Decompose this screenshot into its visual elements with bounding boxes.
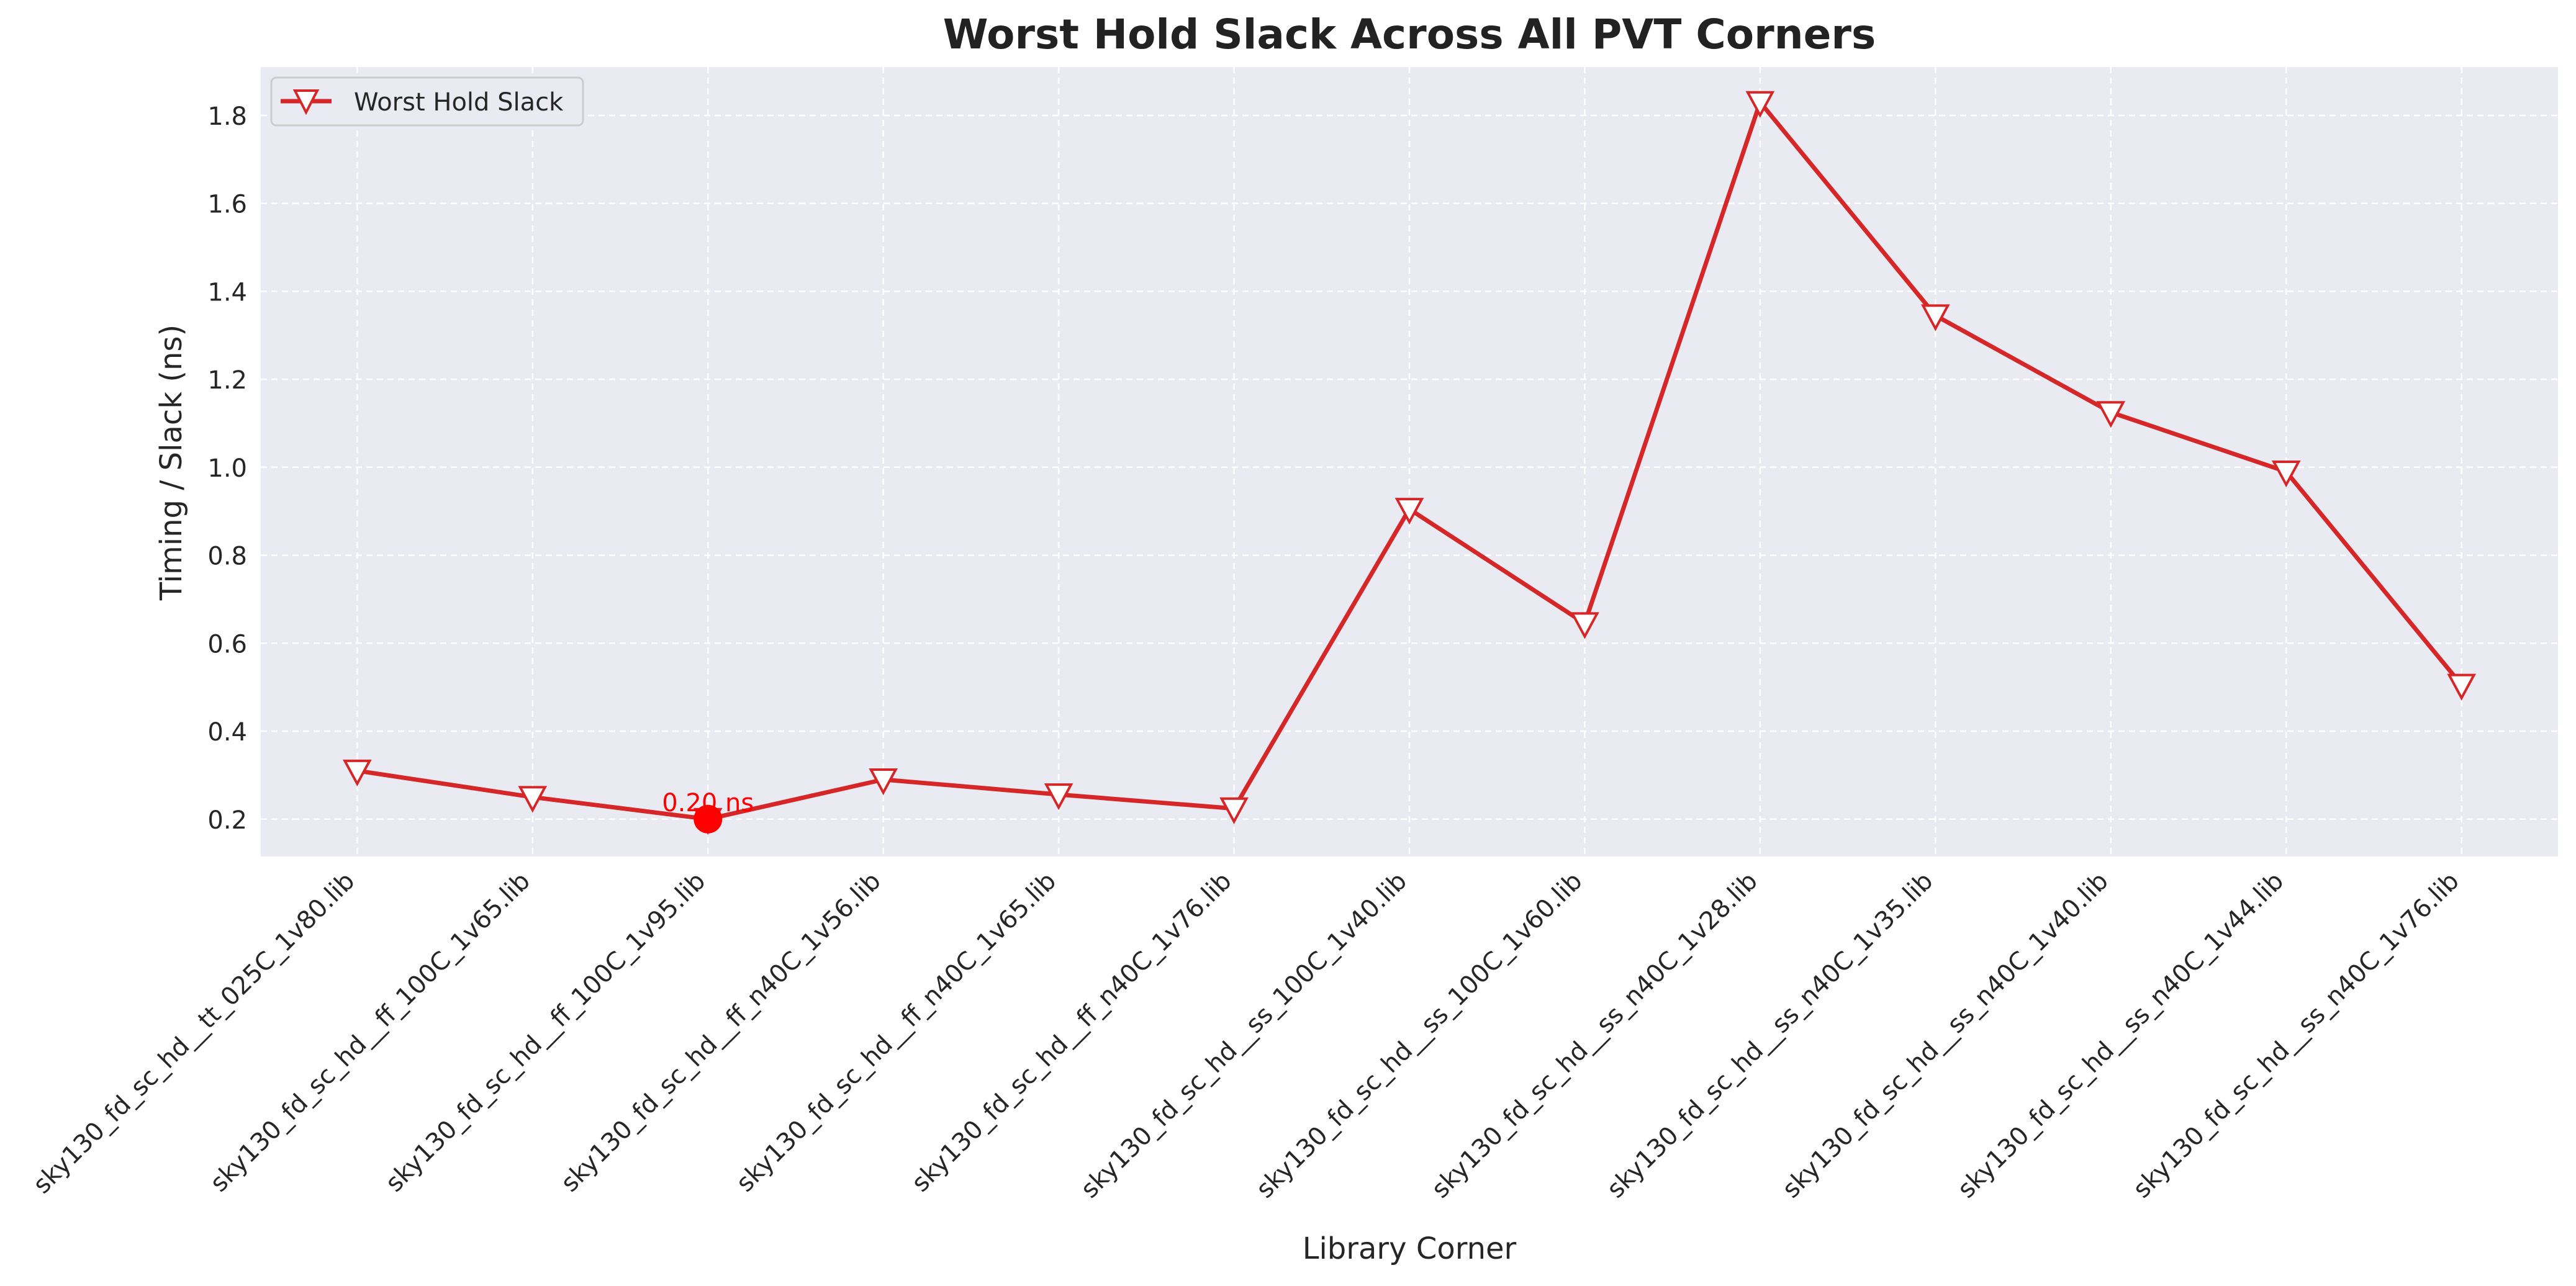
legend-triangle-down-icon [292,89,320,115]
annotation-layer: 0.20 ns [662,789,754,834]
data-point-marker [1219,797,1249,824]
data-point-marker [518,786,548,813]
y-tick-label: 1.0 [207,454,247,483]
y-tick-label: 1.8 [207,102,247,131]
data-point-marker [1745,91,1775,118]
y-tick-label: 0.2 [207,806,247,835]
data-point-marker [342,759,372,787]
y-axis-ticks: 0.2 0.4 0.6 0.8 1.0 1.2 1.4 1.6 1.8 [207,102,247,835]
data-point-marker [2271,460,2301,488]
y-tick-label: 0.8 [207,542,247,571]
y-tick-label: 0.4 [207,718,247,747]
grid-lines [261,67,2558,857]
data-point-marker [869,768,898,796]
data-point-marker [2447,673,2477,701]
data-point-marker [1044,783,1073,811]
data-point-marker [2096,401,2126,428]
y-tick-label: 0.6 [207,630,247,659]
min-point-label: 0.20 ns [662,789,754,817]
chart-title: Worst Hold Slack Across All PVT Corners [943,11,1876,58]
data-point-marker [1394,498,1424,525]
legend-label: Worst Hold Slack [354,88,564,117]
legend-box [270,76,584,127]
y-tick-label: 1.6 [207,191,247,219]
y-tick-label: 1.4 [207,278,247,307]
y-axis-label: Timing / Slack (ns) [154,325,189,601]
min-point-marker [694,804,723,834]
y-tick-label: 1.2 [207,366,247,395]
data-point-marker [1570,612,1599,639]
data-point-marker [1920,304,1950,331]
x-axis-label: Library Corner [1303,1231,1517,1266]
legend[interactable]: Worst Hold Slack [270,76,584,127]
